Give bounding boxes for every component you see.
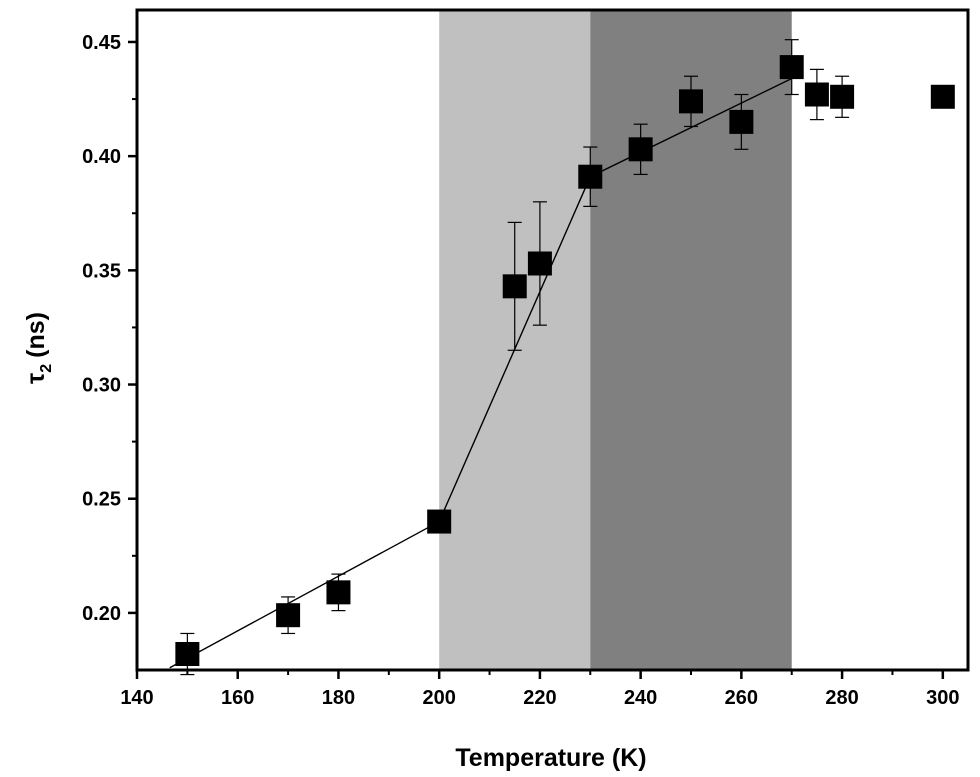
data-point-12 — [804, 82, 829, 107]
data-point-11 — [779, 55, 804, 80]
y-tick-label-5: 0.45 — [82, 32, 121, 54]
y-tick-label-4: 0.40 — [82, 146, 121, 168]
data-point-7 — [578, 164, 603, 189]
y-tick-label-3: 0.35 — [82, 260, 121, 282]
data-markers — [175, 55, 955, 667]
x-tick-label-200: 200 — [422, 687, 455, 709]
x-tick-label-160: 160 — [221, 687, 254, 709]
data-point-8 — [628, 137, 653, 162]
data-point-14 — [930, 84, 955, 109]
y-axis-ticks: 0.20 0.25 0.30 0.35 0.40 0.45 — [82, 32, 137, 625]
y-tick-label-0: 0.20 — [82, 603, 121, 625]
x-tick-label-260: 260 — [725, 687, 758, 709]
x-tick-label-300: 300 — [926, 687, 959, 709]
data-point-2 — [276, 603, 301, 628]
y-axis-label-symbol: τ — [22, 373, 50, 384]
x-tick-label-140: 140 — [120, 687, 153, 709]
x-axis-ticks: 140 160 180 200 220 240 260 280 300 — [120, 670, 960, 709]
data-point-4 — [427, 509, 452, 534]
y-axis-label: τ2 (ns) — [22, 312, 55, 384]
data-point-13 — [830, 84, 855, 109]
y-axis-label-unit: (ns) — [22, 312, 50, 358]
y-axis-label-subscript: 2 — [38, 364, 55, 373]
data-point-5 — [502, 274, 527, 299]
shaded-regions — [439, 10, 792, 670]
x-tick-label-280: 280 — [825, 687, 858, 709]
y-tick-label-2: 0.30 — [82, 375, 121, 397]
data-point-6 — [527, 251, 552, 276]
data-point-9 — [679, 89, 703, 114]
data-point-10 — [729, 109, 754, 134]
fit-line-1 — [169, 520, 440, 669]
x-tick-label-220: 220 — [523, 687, 556, 709]
x-tick-label-180: 180 — [322, 687, 355, 709]
x-axis-label: Temperature (K) — [455, 744, 646, 772]
data-point-1 — [175, 642, 200, 667]
x-tick-label-240: 240 — [624, 687, 657, 709]
y-tick-label-1: 0.25 — [82, 489, 121, 511]
fit-line-3 — [589, 77, 793, 178]
plot-frame — [135, 8, 970, 672]
data-point-3 — [326, 580, 351, 605]
